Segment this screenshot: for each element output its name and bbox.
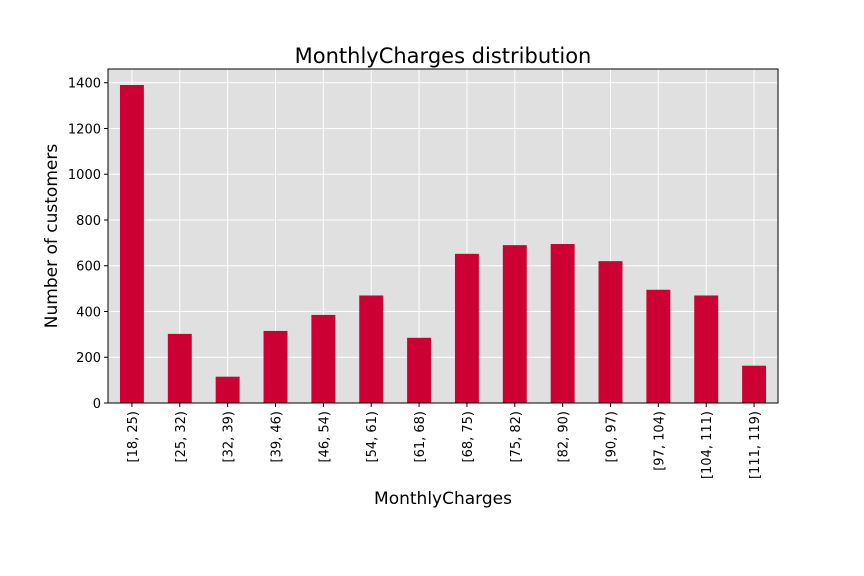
bars [119, 85, 767, 403]
x-tick-label: [61, 68) [413, 411, 428, 463]
x-axis-label: MonthlyCharges [374, 489, 512, 509]
bar [694, 295, 719, 403]
bar [502, 245, 527, 403]
y-axis-ticks: 0 200 400 600 800 1000 1200 1400 [68, 77, 108, 412]
x-tick-label: [82, 90) [557, 411, 572, 463]
bar [407, 337, 432, 403]
bar [167, 333, 192, 403]
y-tick-label: 800 [76, 214, 101, 229]
x-tick-label: [75, 82) [509, 411, 524, 463]
x-tick-label: [90, 97) [605, 411, 620, 463]
x-tick-label: [25, 32) [174, 411, 189, 463]
chart-title: MonthlyCharges distribution [295, 44, 592, 68]
x-tick-label: [97, 104) [652, 411, 667, 471]
y-tick-label: 1400 [68, 77, 101, 92]
bar [598, 261, 623, 403]
bar [311, 314, 336, 403]
bar [550, 244, 575, 403]
x-tick-label: [54, 61) [365, 411, 380, 463]
x-tick-label: [18, 25) [126, 411, 141, 463]
x-axis-ticks: [18, 25) [25, 32) [32, 39) [39, 46) [46, 54)… [126, 403, 763, 479]
plot-area [108, 69, 778, 403]
y-tick-label: 600 [76, 260, 101, 275]
bar [646, 289, 671, 403]
y-tick-label: 200 [76, 351, 101, 366]
x-tick-label: [68, 75) [461, 411, 476, 463]
bar [454, 253, 479, 403]
plot-frame [107, 68, 779, 404]
y-tick-label: 1000 [68, 168, 101, 183]
bar [359, 295, 384, 403]
bar [742, 365, 767, 403]
x-tick-label: [104, 111) [700, 411, 715, 479]
y-axis-label: Number of customers [42, 144, 62, 329]
bar [215, 376, 240, 403]
bar [263, 330, 288, 403]
x-tick-label: [32, 39) [222, 411, 237, 463]
x-tick-label: [111, 119) [748, 411, 763, 479]
x-tick-label: [39, 46) [270, 411, 285, 463]
y-tick-label: 1200 [68, 122, 101, 137]
x-tick-label: [46, 54) [317, 411, 332, 463]
bar [119, 85, 144, 403]
y-tick-label: 0 [93, 397, 101, 412]
y-tick-label: 400 [76, 305, 101, 320]
